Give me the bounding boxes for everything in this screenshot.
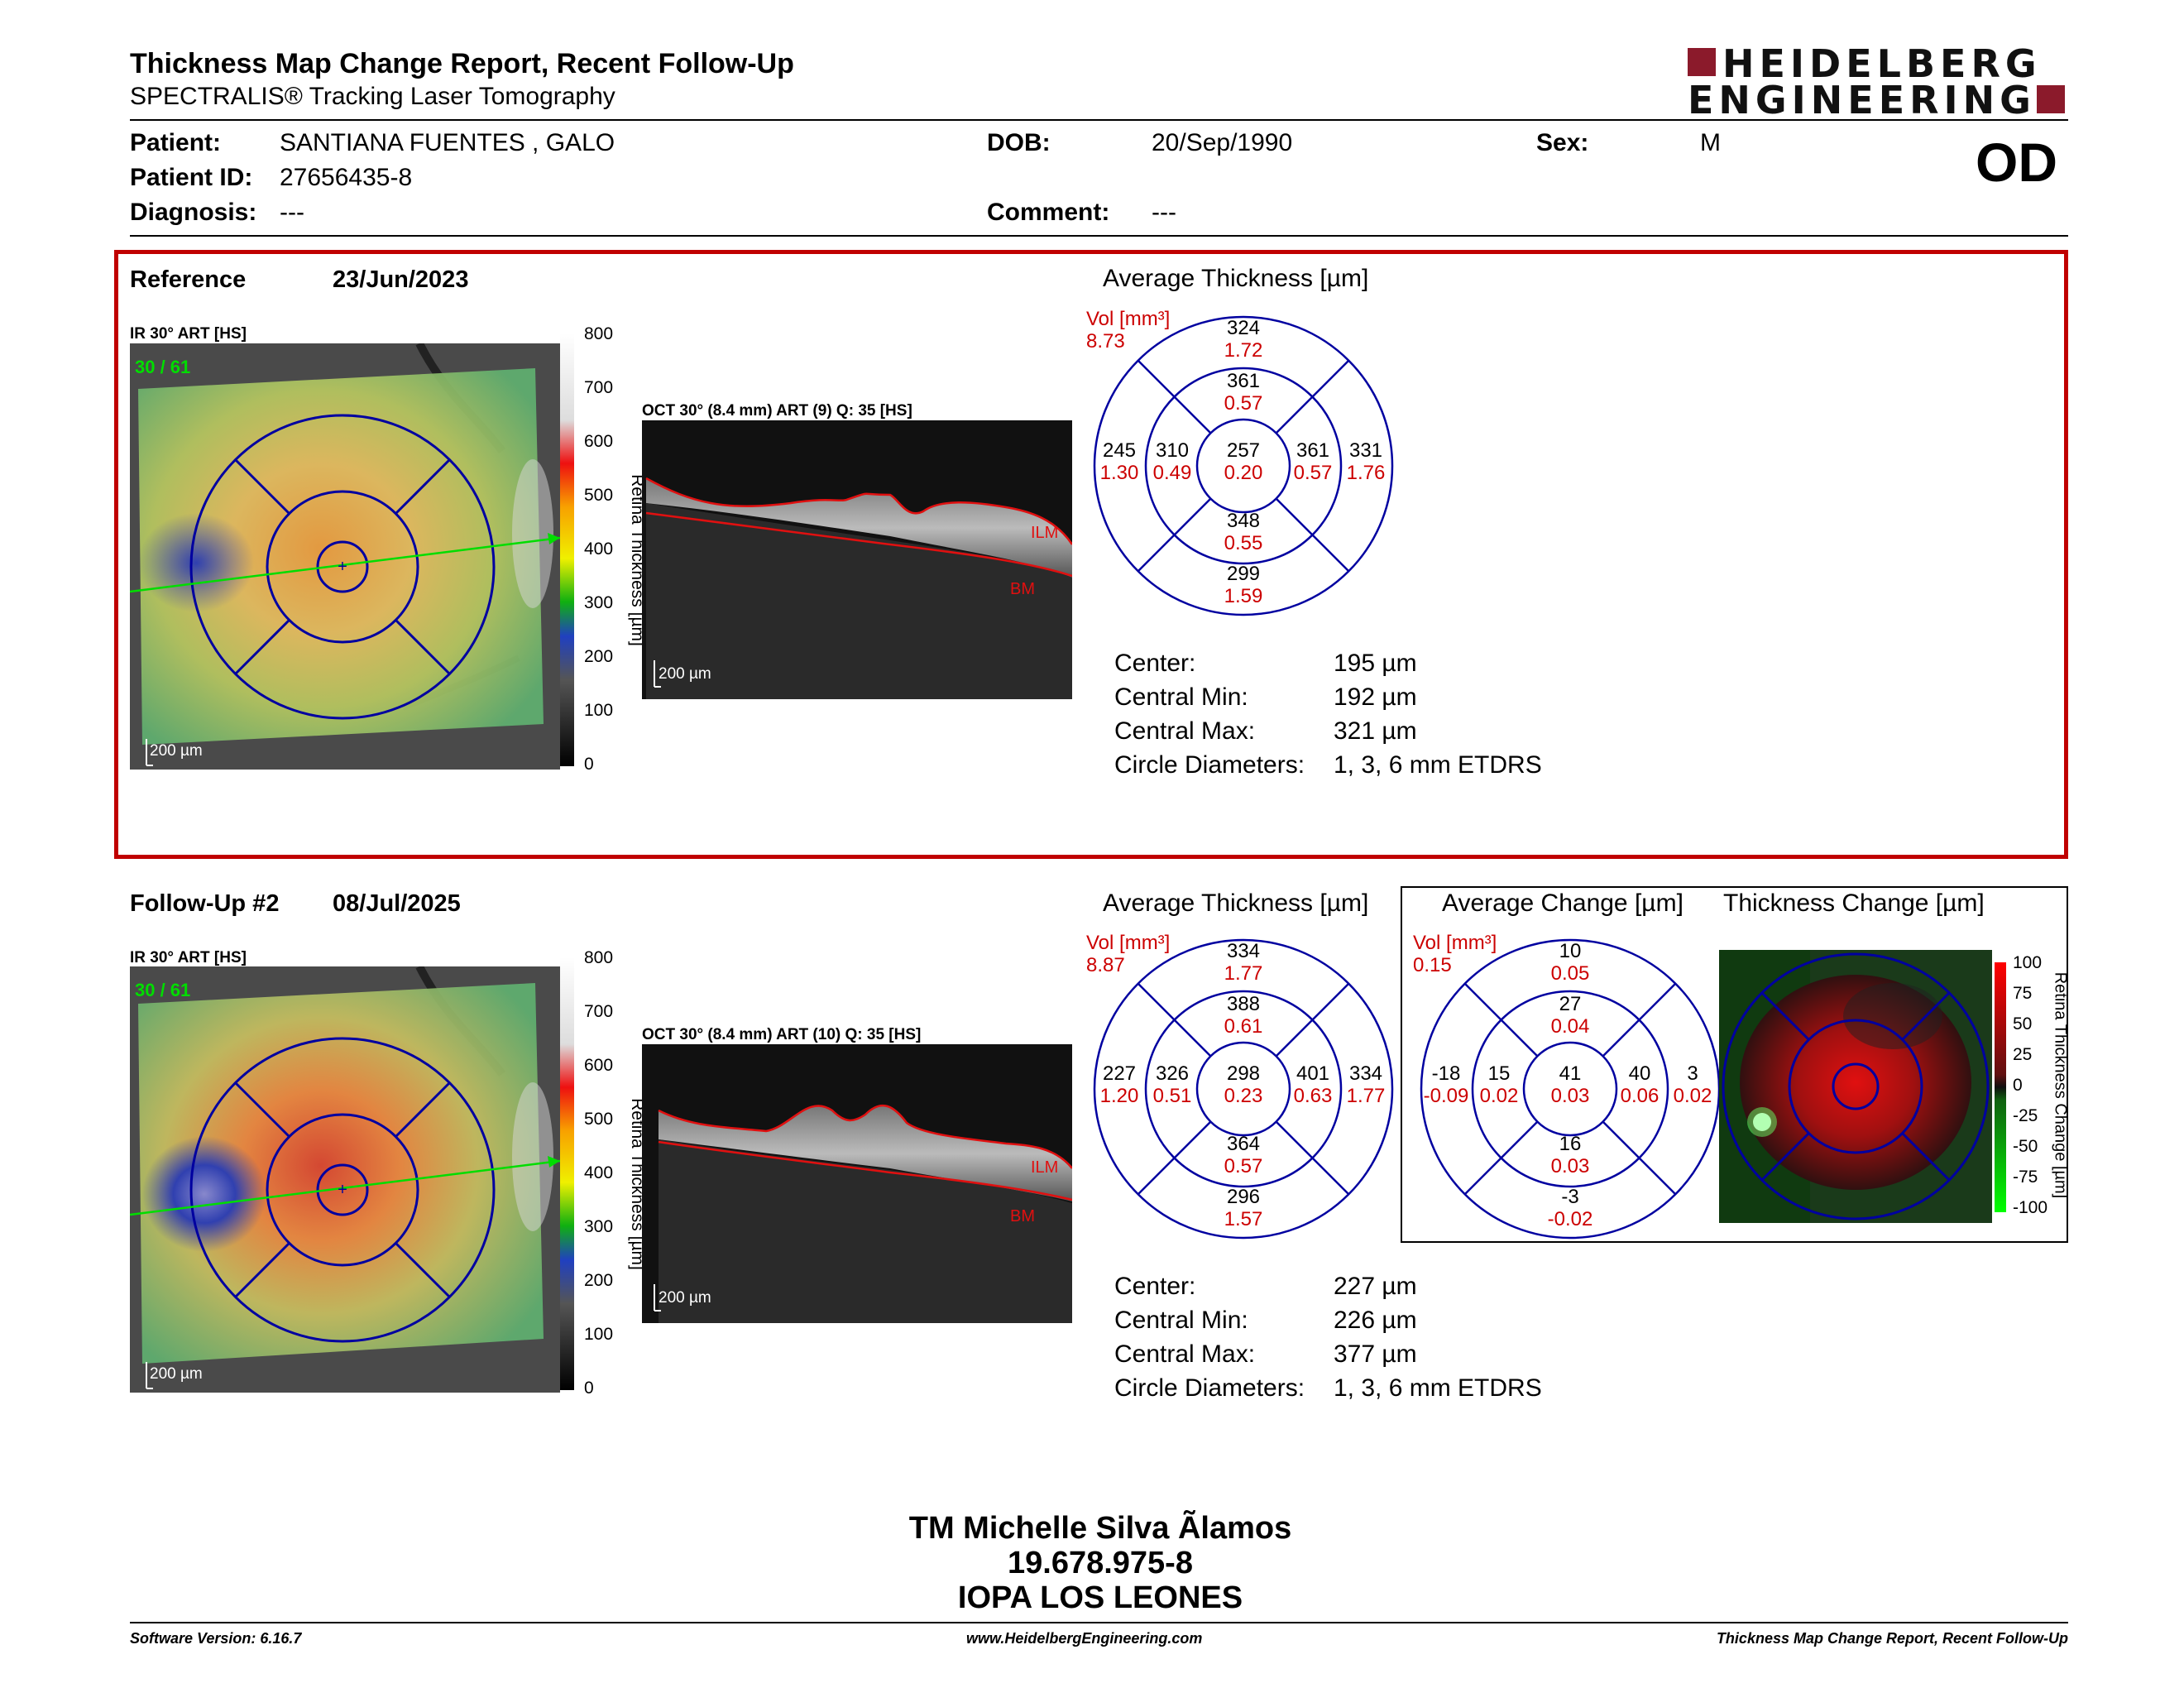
followup-ir-counter: 30 / 61 [135,980,190,1000]
logo-line1: HEIDELBERG [1722,41,2042,86]
reference-map-scalebar: 200 µm [150,742,203,760]
followup-etdrs-grid [1093,938,1394,1240]
reference-avg-title: Average Thickness [µm] [1103,265,1369,292]
reference-vol-total: 8.73 [1086,330,1125,352]
reference-thickness-map: + 30 / 61 200 µm [130,343,560,770]
followup-oct-label: OCT 30° (8.4 mm) ART (10) Q: 35 [HS] [642,1026,922,1043]
change-box [1401,886,2068,1243]
ref-scale-6: 200 [584,647,614,666]
followup-avg-title: Average Thickness [µm] [1103,890,1369,917]
reference-label: Reference [130,266,247,293]
chg-scale-7: -75 [2013,1168,2038,1187]
ref-scale-5: 300 [584,593,614,612]
patient-id-value: 27656435-8 [280,164,413,191]
reference-oct-scalebar: 200 µm [659,665,711,683]
reference-color-scale [560,333,574,766]
change-vol-total: 0.15 [1413,954,1452,976]
followup-ilm-label: ILM [1031,1158,1058,1177]
fu-scale-2: 600 [584,1056,614,1075]
svg-text:+: + [338,1181,347,1199]
fu-scale-3: 500 [584,1110,614,1129]
chg-scale-0: 100 [2013,953,2043,972]
report-title: Thickness Map Change Report, Recent Foll… [130,48,794,79]
followup-vol-total: 8.87 [1086,954,1125,976]
chg-scale-6: -50 [2013,1137,2038,1156]
reference-etdrs-grid [1093,315,1394,616]
followup-thickness-map: + 30 / 61 200 µm [130,966,560,1393]
footer-software-version: Software Version: 6.16.7 [130,1630,302,1647]
patient-id-label: Patient ID: [130,164,253,191]
reference-bm-label: BM [1010,580,1035,598]
reference-oct-label: OCT 30° (8.4 mm) ART (9) Q: 35 [HS] [642,402,912,420]
fu-scale-7: 100 [584,1325,614,1344]
fu-scale-0: 800 [584,948,614,967]
signature-id: 19.678.975-8 [1008,1546,1193,1580]
reference-frame [114,250,2068,859]
dob-label: DOB: [987,129,1051,156]
svg-text:+: + [338,558,347,576]
fu-scale-4: 400 [584,1163,614,1182]
reference-ir-counter: 30 / 61 [135,357,190,377]
chg-scale-1: 75 [2013,984,2033,1003]
sex-value: M [1700,129,1721,156]
reference-ilm-label: ILM [1031,524,1058,542]
patient-name: SANTIANA FUENTES , GALO [280,129,615,156]
followup-color-scale [560,957,574,1390]
chg-scale-8: -100 [2013,1198,2048,1217]
ref-scale-4: 400 [584,539,614,559]
comment-label: Comment: [987,199,1110,226]
footer-report-name: Thickness Map Change Report, Recent Foll… [1716,1630,2068,1647]
chg-scale-2: 50 [2013,1014,2033,1033]
chg-scale-4: 0 [2013,1076,2023,1095]
diagnosis-label: Diagnosis: [130,199,257,226]
thickness-change-title: Thickness Change [µm] [1723,890,1985,917]
followup-label: Follow-Up #2 [130,890,280,917]
thickness-change-map [1719,950,1992,1223]
dob-value: 20/Sep/1990 [1152,129,1293,156]
change-title: Average Change [µm] [1442,890,1684,917]
ref-scale-1: 700 [584,378,614,397]
followup-vol-label: Vol [mm³] [1086,932,1171,954]
followup-oct-scan: ILM BM 200 µm [642,1044,1072,1323]
ref-scale-8: 0 [584,755,594,774]
followup-map-scalebar: 200 µm [150,1365,203,1383]
eye-label: OD [1976,132,2057,193]
footer-website: www.HeidelbergEngineering.com [966,1630,1203,1647]
change-color-scale [1995,962,2006,1212]
signature-institution: IOPA LOS LEONES [957,1580,1243,1615]
sex-label: Sex: [1536,129,1589,156]
fu-scale-1: 700 [584,1002,614,1021]
reference-oct-scan: ILM BM 200 µm [642,420,1072,699]
fu-scale-5: 300 [584,1217,614,1236]
chg-scale-3: 25 [2013,1045,2033,1064]
report-subtitle: SPECTRALIS® Tracking Laser Tomography [130,83,615,110]
ref-scale-0: 800 [584,324,614,343]
followup-bm-label: BM [1010,1207,1035,1225]
ref-scale-2: 600 [584,432,614,451]
fu-scale-8: 0 [584,1379,594,1398]
diagnosis-value: --- [280,199,304,226]
change-scale-title: Retina Thickness Change [µm] [2051,971,2070,1199]
fu-scale-6: 200 [584,1271,614,1290]
change-vol-label: Vol [mm³] [1413,932,1497,954]
ref-scale-3: 500 [584,486,614,505]
followup-oct-scalebar: 200 µm [659,1289,711,1307]
followup-date: 08/Jul/2025 [333,890,461,917]
logo-line2: ENGINEERING [1688,78,2036,122]
chg-scale-5: -25 [2013,1106,2038,1125]
reference-date: 23/Jun/2023 [333,266,469,293]
followup-ir-label: IR 30° ART [HS] [130,949,247,966]
comment-value: --- [1152,199,1176,226]
ref-scale-7: 100 [584,701,614,720]
reference-vol-label: Vol [mm³] [1086,308,1171,330]
reference-ir-label: IR 30° ART [HS] [130,325,247,343]
patient-label: Patient: [130,129,222,156]
signature-name: TM Michelle Silva Ãlamos [908,1511,1292,1546]
